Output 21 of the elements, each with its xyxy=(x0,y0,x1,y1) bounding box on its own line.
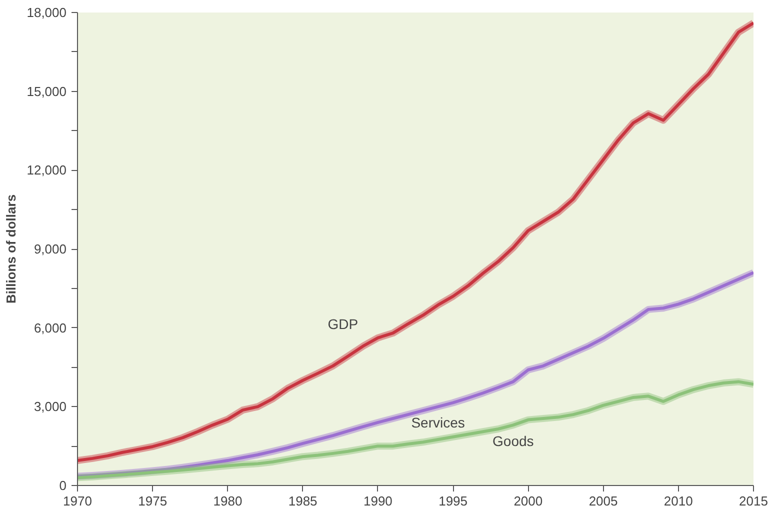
x-tick-label: 2010 xyxy=(664,494,693,508)
x-tick-label: 2015 xyxy=(739,494,768,508)
x-tick-label: 1995 xyxy=(438,494,468,508)
x-tick-label: 1970 xyxy=(63,494,92,508)
y-tick-label: 9,000 xyxy=(34,242,67,256)
y-tick-label: 0 xyxy=(59,478,67,493)
y-tick-label: 3,000 xyxy=(34,399,67,414)
x-tick-label: 2000 xyxy=(514,494,543,508)
y-axis-title: Billions of dollars xyxy=(4,194,19,304)
y-tick-label: 18,000 xyxy=(26,5,67,20)
y-tick-label: 6,000 xyxy=(34,320,67,336)
series-label: GDP xyxy=(328,316,358,332)
series-label: Services xyxy=(411,414,465,431)
x-tick-label: 2005 xyxy=(588,494,618,508)
y-tick-label: 15,000 xyxy=(26,84,67,99)
x-tick-label: 1975 xyxy=(138,494,168,508)
x-tick-label: 1990 xyxy=(363,494,392,508)
x-tick-label: 1985 xyxy=(288,494,318,508)
y-tick-label: 12,000 xyxy=(26,162,67,178)
series-label: Goods xyxy=(492,433,534,450)
x-tick-label: 1980 xyxy=(213,494,242,508)
